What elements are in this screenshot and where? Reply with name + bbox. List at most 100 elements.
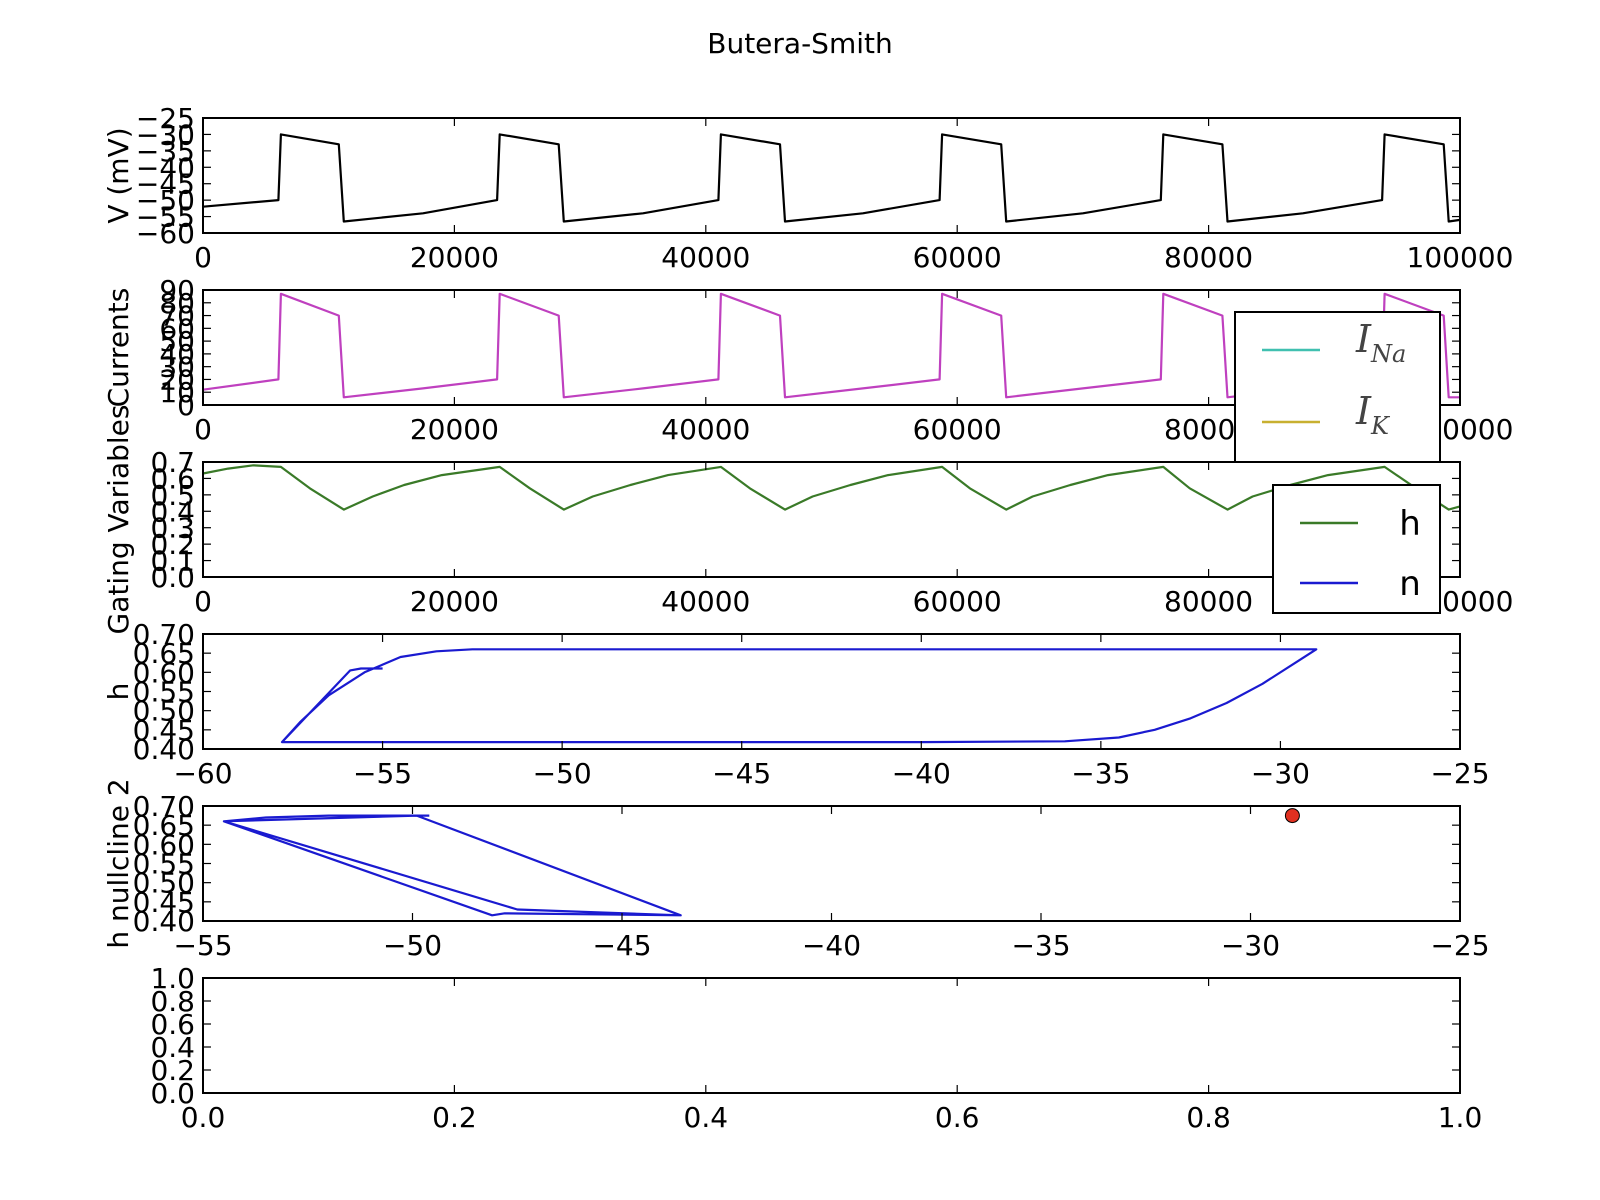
y-tick-label: 0.6 bbox=[150, 462, 195, 495]
y-tick-label: 0.40 bbox=[133, 733, 195, 766]
y-tick-label: 0.60 bbox=[133, 828, 195, 861]
x-tick-label: −50 bbox=[383, 929, 442, 962]
legend-label: n bbox=[1399, 564, 1421, 604]
y-tick-label: −40 bbox=[136, 151, 195, 184]
marker-point-nullcline-0 bbox=[1284, 808, 1300, 824]
y-tick-label: 0.8 bbox=[150, 985, 195, 1018]
series-line-phase-0 bbox=[280, 648, 1318, 744]
y-tick-label: 90 bbox=[159, 274, 195, 307]
x-tick-label: −25 bbox=[1430, 929, 1489, 962]
legend-box bbox=[1272, 484, 1441, 614]
y-tick-label: −60 bbox=[136, 217, 195, 250]
series-line-voltage-0 bbox=[202, 133, 1461, 223]
y-tick-label: 0.6 bbox=[150, 1008, 195, 1041]
x-tick-label: −40 bbox=[892, 757, 951, 790]
x-tick-label: 0.8 bbox=[1186, 1101, 1231, 1134]
y-tick-label: 0.65 bbox=[133, 809, 195, 842]
y-tick-label: 0.70 bbox=[133, 790, 195, 823]
y-tick-label: 20 bbox=[159, 363, 195, 396]
axes-frame-phase bbox=[202, 633, 1461, 750]
figure-title: Butera-Smith bbox=[707, 27, 893, 60]
y-tick-label: 70 bbox=[159, 300, 195, 333]
axes-frame-gating bbox=[202, 461, 1461, 578]
x-tick-label: −55 bbox=[353, 757, 412, 790]
x-tick-label: 80000 bbox=[1164, 585, 1253, 618]
y-tick-label: −45 bbox=[136, 168, 195, 201]
y-tick-label: 0.50 bbox=[133, 867, 195, 900]
legend-label: h bbox=[1399, 504, 1421, 544]
x-tick-label: −35 bbox=[1071, 757, 1130, 790]
x-tick-label: −40 bbox=[802, 929, 861, 962]
y-tick-label: 0.4 bbox=[150, 1031, 195, 1064]
x-tick-label: 80000 bbox=[1164, 241, 1253, 274]
y-tick-label: 0.0 bbox=[150, 1077, 195, 1110]
y-tick-label: 0 bbox=[177, 389, 195, 422]
panel-empty: 0.0 0.2 0.4 0.6 0.8 1.00.00.20.40.60.81.0 bbox=[150, 962, 1482, 1134]
y-tick-label: 40 bbox=[159, 338, 195, 371]
x-tick-label: 60000 bbox=[913, 241, 1002, 274]
x-tick-label: −55 bbox=[173, 929, 232, 962]
y-axis-label-gating: Gating Variables bbox=[102, 405, 135, 635]
y-tick-label: −35 bbox=[136, 135, 195, 168]
legend-box bbox=[1234, 311, 1441, 463]
y-tick-label: 0.45 bbox=[133, 886, 195, 919]
y-tick-label: 0.55 bbox=[133, 848, 195, 881]
x-tick-label: 0.4 bbox=[684, 1101, 729, 1134]
y-tick-label: −55 bbox=[136, 201, 195, 234]
axes-frame-empty bbox=[202, 977, 1461, 1094]
x-tick-label: 40000 bbox=[661, 413, 750, 446]
x-tick-label: 1.0 bbox=[1438, 1101, 1483, 1134]
y-tick-label: 30 bbox=[159, 351, 195, 384]
x-tick-label: −50 bbox=[533, 757, 592, 790]
x-tick-label: 0.6 bbox=[935, 1101, 980, 1134]
y-tick-label: 0.5 bbox=[150, 479, 195, 512]
x-tick-label: −25 bbox=[1430, 757, 1489, 790]
x-tick-label: 60000 bbox=[913, 413, 1002, 446]
x-tick-label: −35 bbox=[1011, 929, 1070, 962]
x-tick-label: 20000 bbox=[410, 413, 499, 446]
x-tick-label: −30 bbox=[1221, 929, 1280, 962]
y-tick-label: 80 bbox=[159, 287, 195, 320]
legend-label: INa bbox=[1355, 317, 1406, 368]
x-tick-label: −45 bbox=[592, 929, 651, 962]
y-tick-label: 60 bbox=[159, 312, 195, 345]
x-tick-label: 40000 bbox=[661, 241, 750, 274]
panel-gating: 0 20000 40000 60000 80000 1000000.00.10.20.30… bbox=[102, 405, 1513, 635]
y-tick-label: −30 bbox=[136, 118, 195, 151]
y-tick-label: 0.45 bbox=[133, 714, 195, 747]
x-tick-label: −30 bbox=[1251, 757, 1310, 790]
panels: 0 20000 40000 60000 80000 100000−60−55−50−45−… bbox=[102, 102, 1513, 1134]
x-tick-label: 100000 bbox=[1407, 241, 1514, 274]
x-tick-label: 0.2 bbox=[432, 1101, 477, 1134]
y-tick-label: 0.60 bbox=[133, 656, 195, 689]
y-tick-label: 1.0 bbox=[150, 962, 195, 995]
y-tick-label: 0.0 bbox=[150, 561, 195, 594]
y-tick-label: 0.7 bbox=[150, 446, 195, 479]
axes-frame-voltage bbox=[202, 117, 1461, 234]
x-tick-label: 0 bbox=[194, 585, 212, 618]
y-tick-label: 0.50 bbox=[133, 695, 195, 728]
series-line-gating-0 bbox=[202, 464, 1461, 511]
legend-gating: hn bbox=[1272, 484, 1441, 614]
x-tick-label: 40000 bbox=[661, 585, 750, 618]
x-tick-label: −60 bbox=[173, 757, 232, 790]
y-tick-label: 0.40 bbox=[133, 905, 195, 938]
x-tick-label: 0 bbox=[194, 241, 212, 274]
y-tick-label: 0.1 bbox=[150, 545, 195, 578]
y-axis-label-currents: Currents bbox=[102, 288, 135, 408]
y-tick-label: 10 bbox=[159, 376, 195, 409]
y-axis-label-phase: h bbox=[102, 683, 135, 701]
y-tick-label: 0.2 bbox=[150, 1054, 195, 1087]
y-tick-label: 0.2 bbox=[150, 528, 195, 561]
x-tick-label: 60000 bbox=[913, 585, 1002, 618]
x-tick-label: −45 bbox=[712, 757, 771, 790]
y-tick-label: 0.4 bbox=[150, 495, 195, 528]
x-tick-label: 20000 bbox=[410, 585, 499, 618]
x-tick-label: 0 bbox=[194, 413, 212, 446]
panel-currents: 0 20000 40000 60000 80000 1000000102030405060… bbox=[102, 274, 1513, 446]
panel-voltage: 0 20000 40000 60000 80000 100000−60−55−50−45−… bbox=[102, 102, 1513, 274]
y-tick-label: 0.55 bbox=[133, 676, 195, 709]
panel-nullcline: −55 −50 −45 −40 −35 −30 −250.400.450.500.550.6… bbox=[102, 778, 1490, 962]
